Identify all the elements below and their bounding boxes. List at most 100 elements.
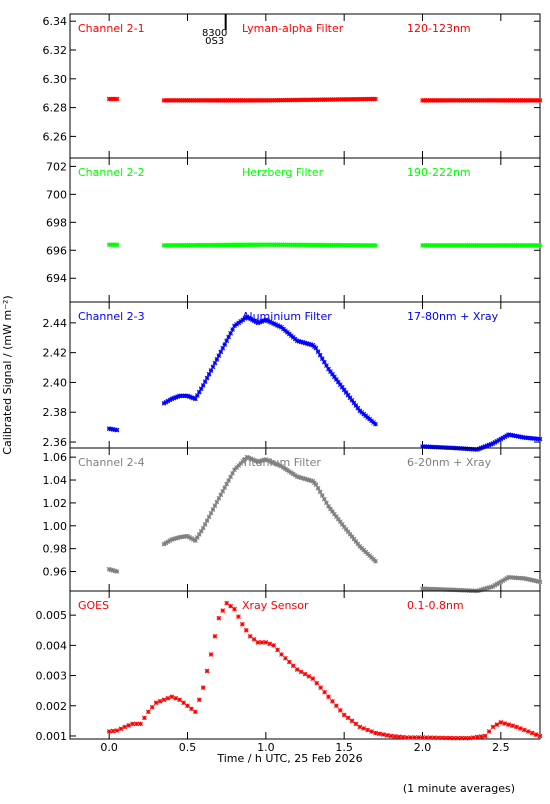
data-point — [343, 527, 349, 532]
data-point — [337, 707, 343, 713]
data-point — [335, 379, 341, 385]
y-tick-label: 6.26 — [43, 130, 68, 143]
x-tick-label: 0.0 — [100, 741, 118, 754]
y-tick-label: 0.005 — [36, 609, 68, 622]
data-point — [236, 463, 242, 468]
data-point — [279, 652, 284, 657]
data-point — [261, 318, 267, 323]
data-point — [533, 732, 539, 737]
panel-label: 190-222nm — [407, 166, 471, 179]
data-point — [273, 461, 278, 467]
data-point — [112, 568, 118, 574]
data-point — [502, 721, 508, 726]
data-point — [332, 511, 337, 517]
data-point — [506, 722, 512, 728]
x-tick-label: 0.5 — [179, 741, 197, 754]
data-point — [257, 319, 263, 325]
data-point — [175, 535, 181, 541]
data-point — [153, 700, 159, 706]
data-point — [283, 655, 288, 661]
data-point — [341, 524, 347, 530]
data-point — [198, 386, 204, 392]
data-point — [275, 647, 280, 653]
data-point — [482, 733, 488, 739]
data-point — [218, 349, 224, 355]
data-point — [321, 496, 327, 502]
data-point — [306, 477, 312, 483]
data-point — [308, 478, 314, 483]
panel-frame — [69, 590, 541, 740]
data-point — [315, 349, 321, 355]
data-point — [392, 734, 398, 739]
data-point — [163, 540, 169, 546]
y-tick-label: 702 — [46, 160, 67, 173]
panel-label: Channel 2-1 — [78, 22, 145, 35]
data-point — [353, 403, 359, 408]
data-point — [296, 338, 302, 344]
data-point — [351, 536, 357, 542]
data-point — [326, 366, 331, 372]
panel-label: 17-80nm + Xray — [407, 310, 499, 323]
data-point — [259, 319, 265, 324]
data-point — [451, 735, 457, 741]
data-point — [384, 732, 390, 738]
data-point — [224, 600, 230, 606]
data-point — [106, 729, 112, 734]
data-point — [408, 735, 414, 740]
data-point — [271, 643, 277, 648]
data-point — [208, 368, 214, 373]
data-point — [333, 377, 339, 382]
data-point — [185, 533, 190, 539]
data-point — [317, 489, 323, 495]
data-point — [500, 435, 506, 441]
data-point — [537, 733, 543, 739]
data-point — [161, 400, 167, 406]
data-point — [318, 685, 324, 691]
data-point — [420, 735, 425, 740]
data-point — [110, 728, 116, 734]
data-point — [322, 689, 327, 695]
data-point — [313, 345, 319, 351]
data-point — [267, 319, 273, 325]
data-point — [349, 718, 355, 724]
data-point — [319, 356, 325, 361]
data-point — [502, 577, 508, 582]
data-point — [177, 697, 183, 703]
data-point — [339, 384, 345, 390]
data-point — [357, 724, 363, 730]
data-point — [130, 721, 136, 727]
data-point — [243, 627, 249, 633]
data-point — [214, 357, 220, 362]
data-point — [319, 493, 325, 498]
data-point — [126, 723, 132, 728]
data-point — [202, 522, 208, 527]
y-tick-label: 1.06 — [43, 451, 68, 464]
data-point — [230, 470, 235, 476]
data-point — [313, 482, 319, 487]
data-point — [537, 579, 543, 585]
data-point — [114, 96, 120, 102]
panel-2: 694 696 698 700 702 Channel 2-2 Herzberg Filte… — [46, 157, 543, 303]
data-point — [324, 363, 329, 368]
data-point — [494, 581, 500, 587]
data-point — [269, 459, 275, 465]
data-point — [273, 322, 278, 327]
data-point — [478, 587, 484, 593]
panel-1: 6.26 6.28 6.30 6.32 6.34 Channel 2-1 Lyman-alp… — [43, 13, 543, 159]
data-point — [234, 465, 239, 470]
data-point — [294, 667, 300, 672]
panel-5: 0.001 0.002 0.003 0.004 0.005 0.0 0.5 1.0 1.5 2.0… — [36, 590, 543, 754]
data-point — [486, 585, 492, 590]
data-point — [175, 394, 181, 399]
data-point — [496, 580, 502, 586]
data-point — [537, 436, 543, 442]
data-point — [490, 584, 496, 589]
data-point — [463, 735, 468, 741]
y-tick-label: 694 — [46, 272, 67, 285]
data-point — [294, 338, 300, 344]
data-point — [265, 318, 271, 324]
data-point — [269, 320, 275, 326]
data-point — [525, 729, 531, 734]
data-point — [232, 467, 237, 473]
data-point — [306, 341, 312, 347]
